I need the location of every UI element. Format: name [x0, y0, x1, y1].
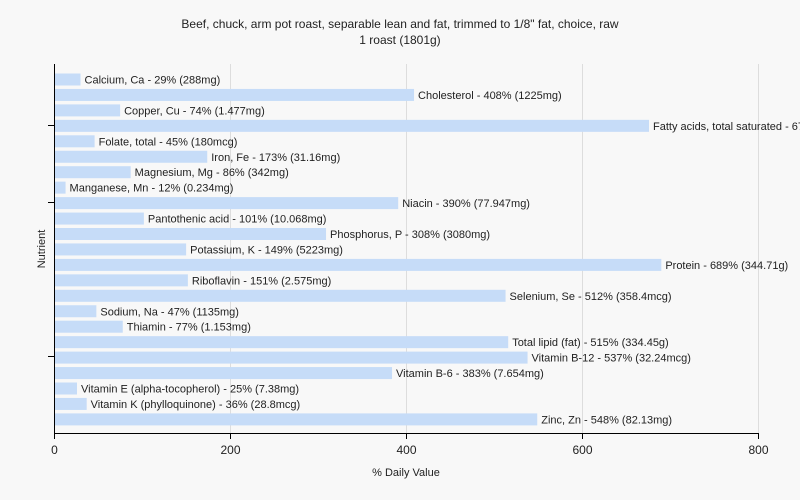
- bar: [55, 228, 327, 240]
- x-tick-label: 400: [396, 443, 416, 457]
- bar-label: Manganese, Mn - 12% (0.234mg): [70, 183, 234, 195]
- bar: [55, 104, 121, 117]
- bar: [55, 289, 506, 302]
- chart-title-line: Beef, chuck, arm pot roast, separable le…: [181, 17, 619, 31]
- bar: [55, 73, 81, 86]
- bar-label: Fatty acids, total saturated - 675% (134…: [653, 121, 800, 133]
- y-axis-title: Nutrient: [36, 230, 48, 269]
- bar: [55, 135, 95, 148]
- bar-label: Pantothenic acid - 101% (10.068mg): [148, 214, 327, 226]
- x-tick-label: 200: [220, 443, 240, 457]
- bar: [55, 197, 399, 210]
- bar-label: Vitamin K (phylloquinone) - 36% (28.8mcg…: [91, 399, 301, 411]
- bar: [55, 413, 538, 426]
- bar: [55, 274, 188, 287]
- bar: [55, 166, 131, 179]
- bar-label: Protein - 689% (344.71g): [665, 260, 788, 272]
- bar-label: Potassium, K - 149% (5223mg): [190, 244, 343, 256]
- bar: [55, 212, 144, 225]
- bar: [55, 397, 87, 410]
- bar: [55, 258, 662, 271]
- axes: 0 200 400 600 800: [48, 64, 769, 457]
- bar-label: Vitamin E (alpha-tocopherol) - 25% (7.38…: [81, 384, 299, 396]
- x-tick-label: 800: [748, 443, 768, 457]
- bar: [55, 88, 415, 101]
- bar-label: Selenium, Se - 512% (358.4mcg): [510, 291, 672, 303]
- bar-label: Iron, Fe - 173% (31.16mg): [211, 152, 340, 164]
- bar-label: Sodium, Na - 47% (1135mg): [100, 306, 239, 318]
- bar: [55, 382, 77, 395]
- x-axis-title: % Daily Value: [372, 467, 440, 479]
- bar: [55, 320, 123, 333]
- bar-label: Vitamin B-6 - 383% (7.654mg): [396, 368, 544, 380]
- bar-label: Thiamin - 77% (1.153mg): [127, 322, 251, 334]
- bar-label: Magnesium, Mg - 86% (342mg): [135, 167, 289, 179]
- bar: [55, 367, 393, 380]
- bar-label: Total lipid (fat) - 515% (334.45g): [512, 337, 669, 349]
- bar: [55, 351, 528, 364]
- bar-label: Phosphorus, P - 308% (3080mg): [330, 229, 490, 241]
- bar-label: Vitamin B-12 - 537% (32.24mcg): [532, 353, 691, 365]
- chart-title: Beef, chuck, arm pot roast, separable le…: [0, 16, 800, 48]
- bars: Calcium, Ca - 29% (288mg) Cholesterol - 4…: [55, 73, 800, 426]
- bar-label: Zinc, Zn - 548% (82.13mg): [541, 414, 672, 426]
- bar-label: Cholesterol - 408% (1225mg): [418, 90, 562, 102]
- bar-label: Calcium, Ca - 29% (288mg): [85, 75, 221, 87]
- x-tick-label: 600: [572, 443, 592, 457]
- bar-label: Folate, total - 45% (180mcg): [99, 136, 238, 148]
- bar-label: Riboflavin - 151% (2.575mg): [192, 275, 331, 287]
- bar: [55, 150, 208, 163]
- bar-label: Niacin - 390% (77.947mg): [402, 198, 530, 210]
- bar: [55, 243, 187, 256]
- chart-subtitle-line: 1 roast (1801g): [359, 33, 441, 47]
- bar: [55, 119, 649, 132]
- bar: [55, 336, 509, 349]
- bar: [55, 181, 66, 194]
- bar-label: Copper, Cu - 74% (1.477mg): [124, 105, 265, 117]
- bar: [55, 305, 97, 318]
- x-tick-label: 0: [51, 443, 58, 457]
